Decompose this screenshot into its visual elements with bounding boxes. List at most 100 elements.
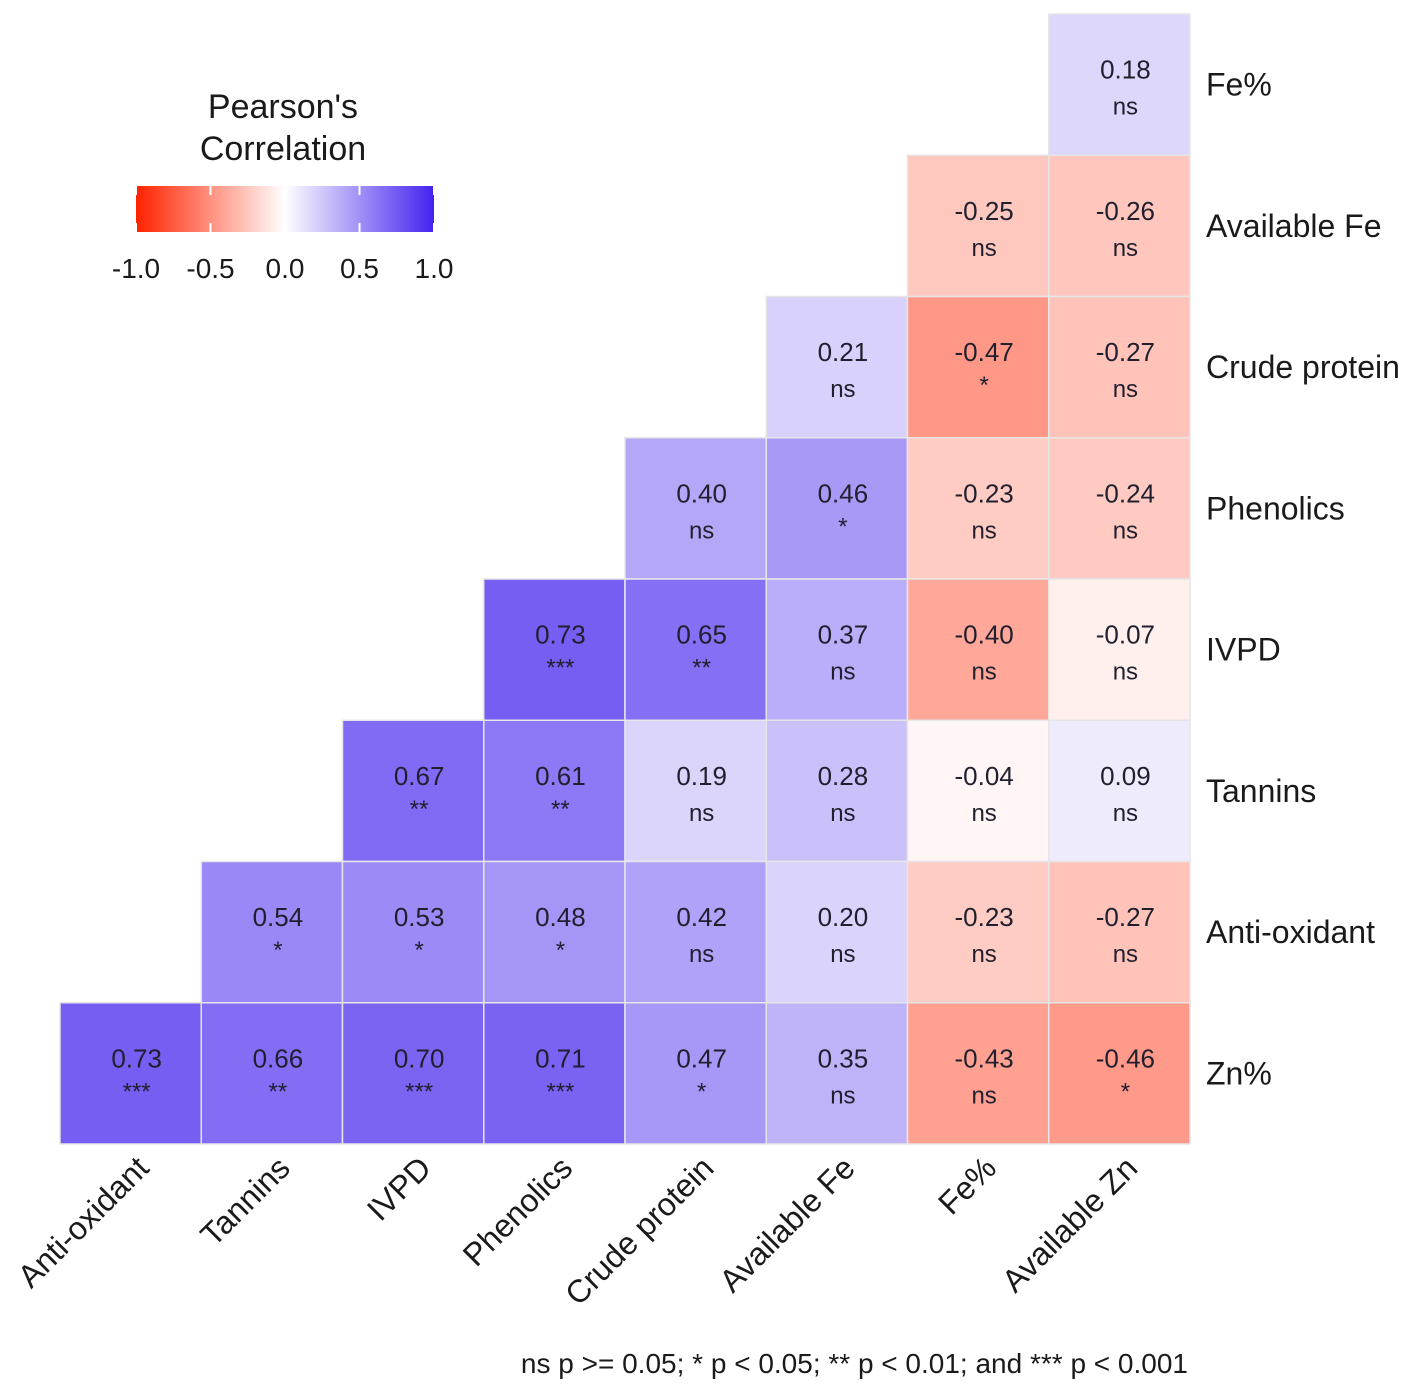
heatmap-cell-rect — [906, 578, 1050, 721]
heatmap-cell: -0.07 ns — [1048, 578, 1191, 721]
heatmap-cell: 0.35 ns — [765, 1002, 909, 1145]
legend-tick-label: -1.0 — [112, 253, 160, 284]
significance-footnote: ns p >= 0.05; * p < 0.05; ** p < 0.01; a… — [521, 1348, 1188, 1379]
cell-significance-label: ns — [830, 376, 855, 403]
cell-value-label: -0.40 — [954, 620, 1013, 650]
cell-value-label: -0.07 — [1096, 620, 1155, 650]
heatmap-cell-rect — [1048, 719, 1191, 863]
column-label: Fe% — [931, 1149, 1003, 1221]
column-label: Anti-oxidant — [11, 1149, 156, 1294]
cell-significance-label: * — [838, 513, 847, 540]
heatmap-cell: 0.65 ** — [624, 578, 767, 721]
heatmap-cell-rect — [906, 295, 1050, 439]
heatmap-cell: 0.20 ns — [765, 860, 909, 1004]
cell-value-label: 0.42 — [676, 902, 727, 932]
heatmap-cell-rect — [483, 860, 626, 1004]
heatmap-cell-rect — [765, 578, 909, 721]
cell-value-label: 0.09 — [1100, 761, 1151, 791]
cell-value-label: 0.73 — [111, 1043, 162, 1073]
heatmap-cell: -0.46 * — [1048, 1002, 1191, 1145]
row-label: IVPD — [1206, 632, 1281, 668]
heatmap-cell: -0.04 ns — [906, 719, 1050, 863]
cell-significance-label: * — [414, 937, 423, 964]
cell-value-label: 0.28 — [818, 761, 869, 791]
cell-value-label: -0.24 — [1096, 478, 1155, 508]
row-label: Crude protein — [1206, 349, 1400, 385]
cell-significance-label: ns — [689, 517, 714, 544]
heatmap-cell-rect — [765, 295, 909, 439]
cell-value-label: 0.54 — [253, 902, 304, 932]
cell-value-label: 0.53 — [394, 902, 445, 932]
cell-value-label: 0.19 — [676, 761, 727, 791]
legend-tick-label: -0.5 — [186, 253, 234, 284]
heatmap-cell-rect — [1048, 154, 1191, 298]
row-label: Tannins — [1206, 773, 1316, 809]
cell-significance-label: ns — [1113, 235, 1138, 262]
heatmap-cell-rect — [1048, 578, 1191, 721]
row-label: Phenolics — [1206, 490, 1345, 526]
cell-value-label: 0.20 — [818, 902, 869, 932]
heatmap-cell-rect — [906, 437, 1050, 580]
heatmap-cell-rect — [906, 860, 1050, 1004]
heatmap-cell: 0.42 ns — [624, 860, 767, 1004]
cell-value-label: -0.23 — [954, 478, 1013, 508]
row-labels: Fe% Available Fe Crude protein Phenolics IVP… — [1206, 67, 1400, 1092]
heatmap-cell-rect — [906, 719, 1050, 863]
cell-significance-label: ns — [1113, 94, 1138, 121]
cell-significance-label: ns — [830, 941, 855, 968]
cell-significance-label: ns — [971, 1082, 996, 1109]
cell-significance-label: * — [979, 372, 988, 399]
cell-significance-label: ns — [1113, 941, 1138, 968]
row-label: Anti-oxidant — [1206, 914, 1375, 950]
heatmap-cell-rect — [906, 154, 1050, 298]
heatmap-cell: 0.70 *** — [341, 1002, 485, 1145]
column-label: Crude protein — [558, 1149, 721, 1312]
heatmap-cell-rect — [765, 437, 909, 580]
cell-value-label: 0.48 — [535, 902, 586, 932]
cell-value-label: 0.67 — [394, 761, 445, 791]
cell-significance-label: * — [556, 937, 565, 964]
cell-significance-label: *** — [546, 1078, 574, 1105]
cell-significance-label: * — [1121, 1078, 1130, 1105]
column-label: IVPD — [360, 1149, 438, 1227]
cell-value-label: 0.71 — [535, 1043, 586, 1073]
row-label: Fe% — [1206, 67, 1272, 103]
heatmap-cell-rect — [1048, 13, 1191, 156]
heatmap-cell: 0.54 * — [200, 860, 344, 1004]
heatmap-cell-rect — [483, 1002, 626, 1145]
heatmap-cell: 0.21 ns — [765, 295, 909, 439]
cell-significance-label: ns — [830, 800, 855, 827]
heatmap-cell-rect — [1048, 1002, 1191, 1145]
cell-value-label: 0.18 — [1100, 55, 1151, 85]
heatmap-cell-rect — [200, 860, 344, 1004]
cell-value-label: -0.04 — [954, 761, 1013, 791]
heatmap-cell-rect — [1048, 437, 1191, 580]
cell-significance-label: ns — [830, 1082, 855, 1109]
heatmap-cell: 0.37 ns — [765, 578, 909, 721]
row-label: Zn% — [1206, 1055, 1272, 1091]
legend-tick-label: 0.0 — [266, 253, 305, 284]
heatmap-cell: -0.23 ns — [906, 860, 1050, 1004]
heatmap-cell-rect — [1048, 295, 1191, 439]
cell-significance-label: ns — [1113, 376, 1138, 403]
cell-value-label: 0.37 — [818, 620, 869, 650]
cell-value-label: 0.70 — [394, 1043, 445, 1073]
column-label: Available Fe — [712, 1149, 862, 1299]
heatmap-cell-rect — [1048, 860, 1191, 1004]
cell-value-label: 0.47 — [676, 1043, 727, 1073]
cell-value-label: 0.73 — [535, 620, 586, 650]
cell-value-label: -0.27 — [1096, 337, 1155, 367]
heatmap-cell-rect — [483, 719, 626, 863]
heatmap-cell-rect — [341, 719, 485, 863]
legend-title-line: Pearson's — [208, 88, 358, 126]
heatmap-cell-rect — [59, 1002, 202, 1145]
heatmap-cell: 0.19 ns — [624, 719, 767, 863]
heatmap-cell: 0.53 * — [341, 860, 485, 1004]
cell-significance-label: ** — [410, 796, 429, 823]
heatmap-cell-rect — [341, 860, 485, 1004]
heatmap-cell: -0.40 ns — [906, 578, 1050, 721]
cell-significance-label: ns — [830, 659, 855, 686]
cell-value-label: 0.46 — [818, 478, 869, 508]
cell-significance-label: ** — [692, 655, 711, 682]
